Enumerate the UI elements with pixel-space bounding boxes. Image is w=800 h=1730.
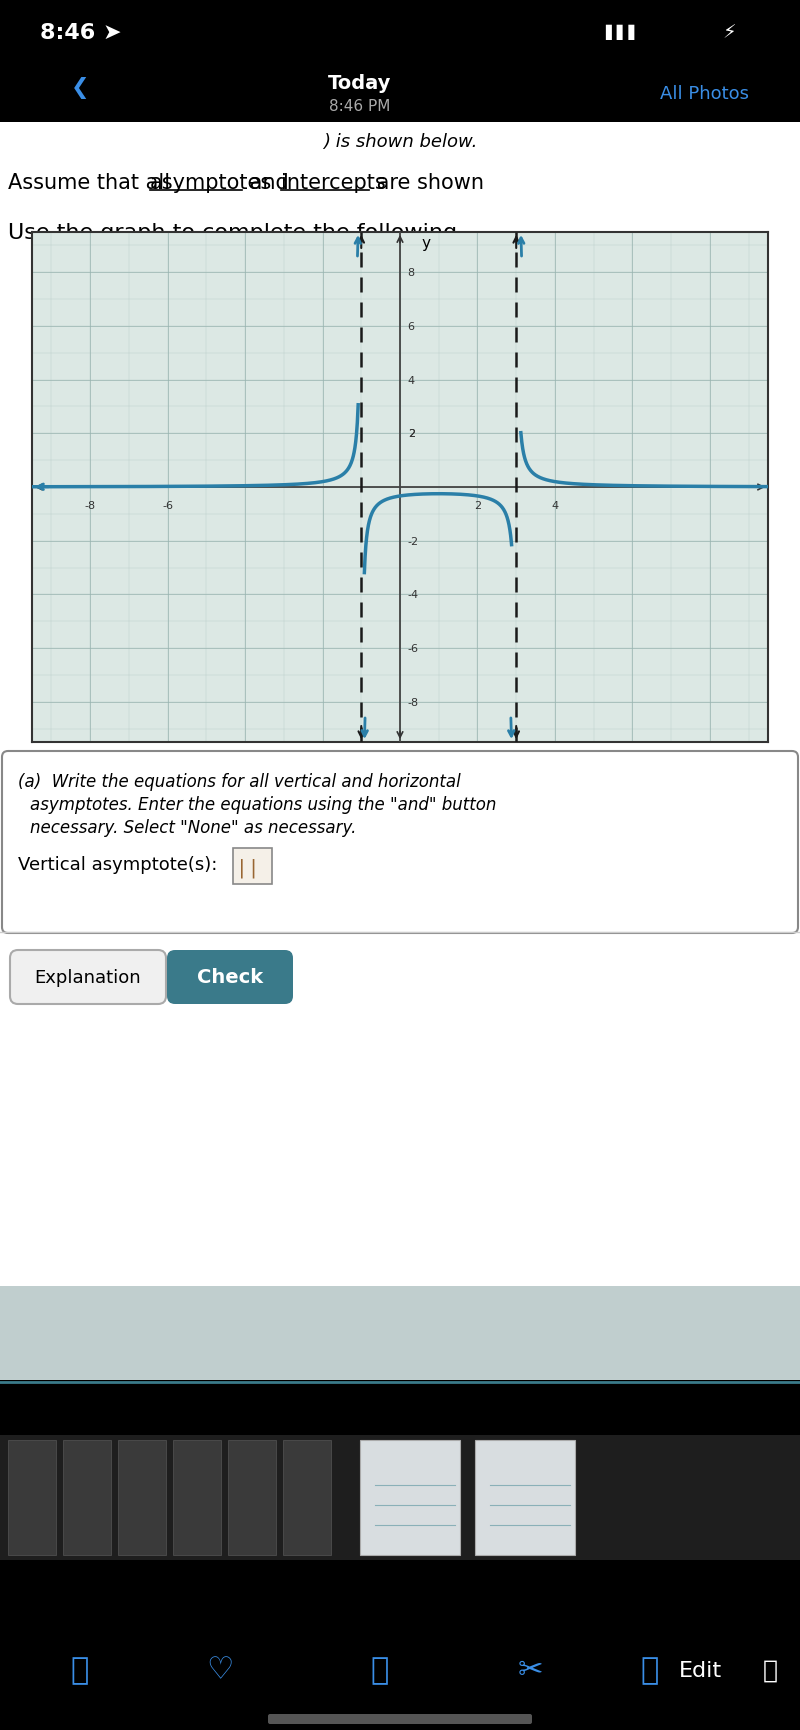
FancyBboxPatch shape (233, 848, 272, 884)
Text: -4: -4 (408, 590, 419, 600)
Text: Check: Check (197, 969, 263, 986)
Text: ✂: ✂ (518, 1656, 542, 1685)
FancyBboxPatch shape (63, 1439, 111, 1555)
Text: intercepts: intercepts (281, 173, 386, 192)
Text: -6: -6 (408, 644, 418, 654)
Text: Vertical asymptote(s):: Vertical asymptote(s): (18, 856, 218, 874)
Text: ▌▌▌: ▌▌▌ (605, 24, 640, 40)
Text: necessary. Select "None" as necessary.: necessary. Select "None" as necessary. (30, 818, 356, 837)
Text: 2: 2 (408, 429, 415, 439)
Text: 8:46 ➤: 8:46 ➤ (40, 22, 122, 43)
Text: 4: 4 (408, 375, 415, 386)
Text: y: y (422, 235, 430, 251)
FancyBboxPatch shape (0, 1436, 800, 1560)
Text: ❮: ❮ (70, 78, 90, 99)
Text: ) is shown below.: ) is shown below. (323, 133, 477, 151)
Text: 8: 8 (408, 268, 415, 279)
Text: -8: -8 (85, 502, 96, 510)
FancyBboxPatch shape (2, 751, 798, 934)
Text: Today: Today (328, 74, 392, 93)
Text: Explanation: Explanation (34, 969, 142, 986)
FancyBboxPatch shape (228, 1439, 276, 1555)
Text: are shown: are shown (370, 173, 484, 192)
Text: 🗑: 🗑 (762, 1657, 778, 1682)
FancyBboxPatch shape (8, 1439, 56, 1555)
Text: Edit: Edit (678, 1661, 722, 1680)
Text: ⚡: ⚡ (722, 22, 736, 42)
FancyBboxPatch shape (173, 1439, 221, 1555)
Text: 4: 4 (551, 502, 558, 510)
Text: ⎙: ⎙ (71, 1656, 89, 1685)
Text: -6: -6 (162, 502, 173, 510)
FancyBboxPatch shape (118, 1439, 166, 1555)
Text: Assume that all: Assume that all (8, 173, 177, 192)
FancyBboxPatch shape (0, 123, 800, 1292)
Text: ♡: ♡ (206, 1656, 234, 1685)
FancyBboxPatch shape (268, 1714, 532, 1725)
FancyBboxPatch shape (283, 1439, 331, 1555)
Text: 6: 6 (408, 322, 414, 332)
Text: and: and (243, 173, 295, 192)
Text: asymptotes: asymptotes (150, 173, 272, 192)
FancyBboxPatch shape (360, 1439, 460, 1555)
FancyBboxPatch shape (475, 1439, 575, 1555)
Text: ||: || (236, 858, 260, 877)
FancyBboxPatch shape (0, 1285, 800, 1381)
FancyBboxPatch shape (10, 950, 166, 1005)
Text: (a)  Write the equations for all vertical and horizontal: (a) Write the equations for all vertical… (18, 773, 461, 791)
Text: All Photos: All Photos (659, 85, 749, 104)
Text: asymptotes. Enter the equations using the "and" button: asymptotes. Enter the equations using th… (30, 796, 496, 813)
Text: 2: 2 (474, 502, 481, 510)
Text: ⓘ: ⓘ (641, 1656, 659, 1685)
Text: -8: -8 (408, 697, 419, 708)
FancyBboxPatch shape (167, 950, 293, 1005)
Text: Use the graph to complete the following.: Use the graph to complete the following. (8, 223, 464, 242)
Text: 2: 2 (408, 429, 415, 439)
Text: ⏸: ⏸ (371, 1656, 389, 1685)
Text: -2: -2 (408, 536, 419, 547)
Text: 8:46 PM: 8:46 PM (330, 99, 390, 114)
